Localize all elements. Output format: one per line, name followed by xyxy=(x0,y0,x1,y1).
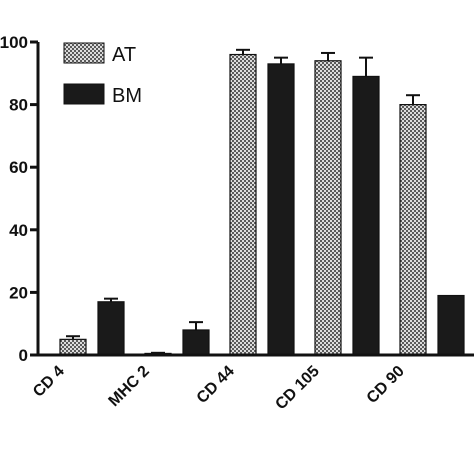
x-axis-categories: CD 4 MHC 2 CD 44 CD 105 CD 90 xyxy=(30,363,408,413)
y-tick-label: 60 xyxy=(9,158,28,177)
y-axis-ticks: 0 20 40 60 80 100 xyxy=(0,33,38,365)
bar-at-cd-90 xyxy=(399,103,427,356)
y-tick-label: 0 xyxy=(19,346,28,365)
bar-bm-cd-4 xyxy=(97,301,125,356)
bar-bm-mhc-2 xyxy=(182,329,210,356)
bar-at-cd-105 xyxy=(314,60,342,356)
bar-at-cd-44 xyxy=(229,53,257,356)
y-tick-label: 40 xyxy=(9,221,28,240)
x-tick-label: CD 90 xyxy=(364,363,408,407)
x-tick-label: CD 44 xyxy=(194,363,238,407)
y-tick-label: 100 xyxy=(0,33,28,52)
bar-bm-cd-105 xyxy=(352,75,380,356)
legend-label-bm: BM xyxy=(112,85,142,107)
bar-bm-cd-44 xyxy=(267,63,295,356)
legend-swatch-at xyxy=(63,42,105,64)
error-bars-group xyxy=(66,48,420,354)
bars-group xyxy=(59,53,465,356)
x-tick-label: CD 105 xyxy=(272,363,322,413)
legend: AT BM xyxy=(63,42,142,107)
x-tick-label: CD 4 xyxy=(30,363,68,401)
bar-bm-cd-90 xyxy=(437,294,465,356)
bar-at-cd-4 xyxy=(59,338,87,356)
y-tick-label: 80 xyxy=(9,96,28,115)
legend-label-at: AT xyxy=(112,44,136,66)
y-tick-label: 20 xyxy=(9,283,28,302)
x-tick-label: MHC 2 xyxy=(106,363,153,410)
legend-swatch-bm xyxy=(63,83,105,105)
